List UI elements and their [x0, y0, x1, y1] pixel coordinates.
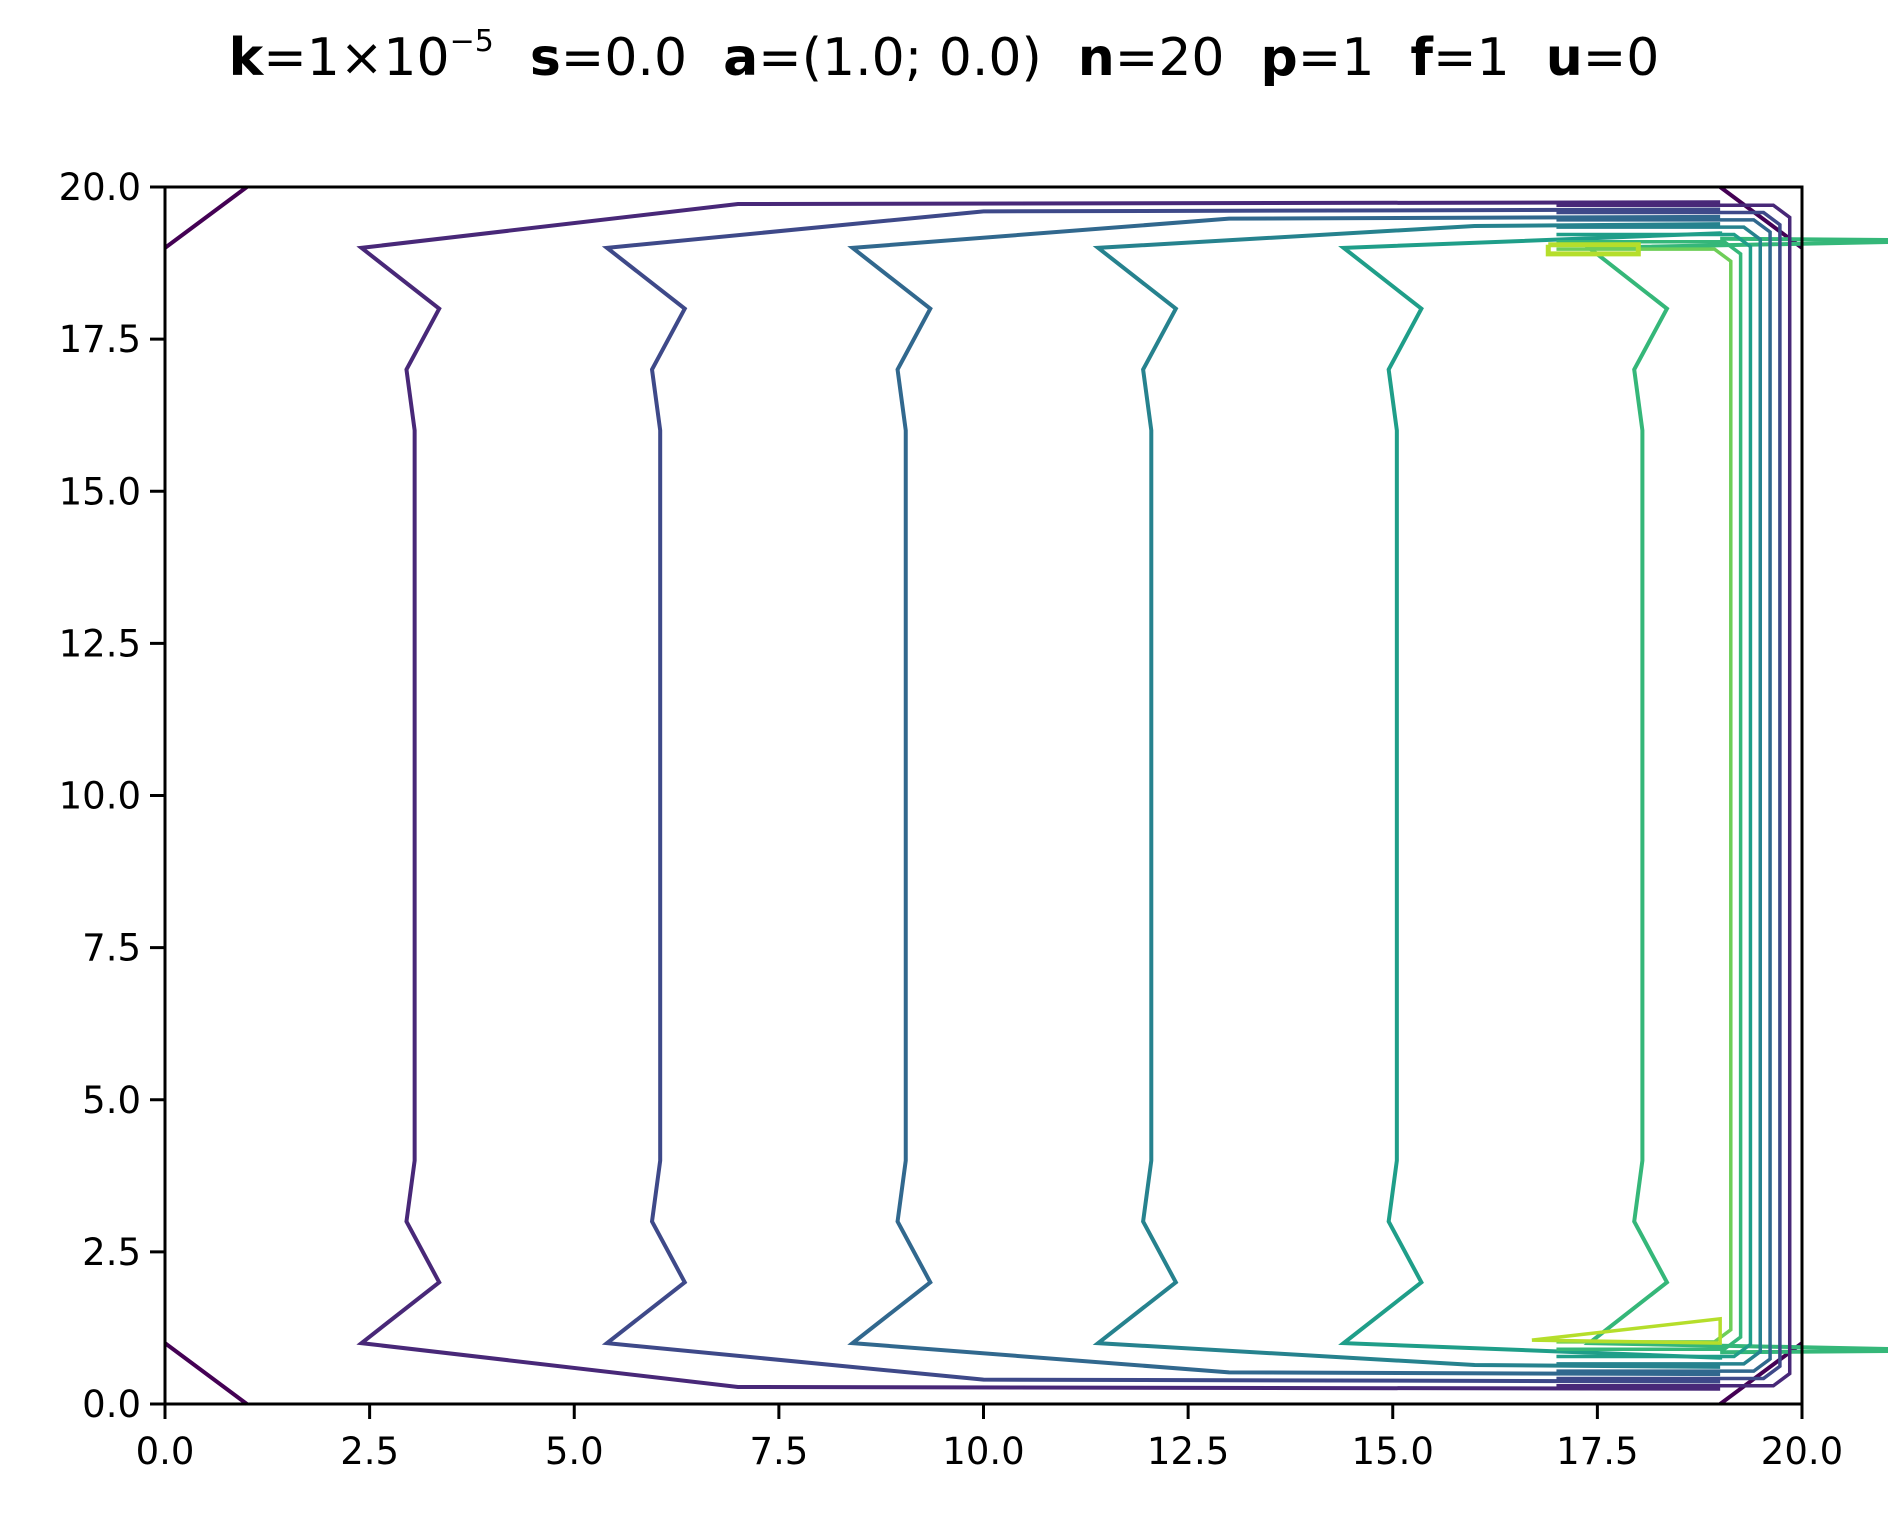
contour-line: [163, 1341, 249, 1406]
title-param-p: p=1: [1261, 28, 1375, 88]
contour-line: [1556, 210, 1782, 1381]
contour-line: [601, 207, 1721, 1384]
x-tick-label: 5.0: [545, 1430, 604, 1473]
y-tick-label: 15.0: [59, 470, 141, 513]
contour-line: [847, 214, 1721, 1377]
param-name: k: [228, 28, 264, 88]
y-tick-label: 17.5: [59, 318, 141, 361]
title-param-a: a=(1.0; 0.0): [723, 28, 1042, 88]
contour-line: [1531, 1316, 1722, 1345]
x-tick-label: 2.5: [340, 1430, 399, 1473]
contour-line: [1556, 225, 1763, 1366]
param-name: n: [1077, 28, 1115, 88]
title-param-u: u=0: [1546, 28, 1660, 88]
param-value: =0.0: [560, 28, 688, 88]
contour-line: [1556, 232, 1753, 1359]
param-value: =(1.0; 0.0): [758, 28, 1042, 88]
param-value: =20: [1114, 28, 1225, 88]
contour-line: [1556, 240, 1743, 1351]
y-tick-label: 0.0: [82, 1383, 141, 1426]
y-tick-label: 12.5: [59, 622, 141, 665]
chart-title: k=1×10−5 s=0.0 a=(1.0; 0.0) n=20 p=1 f=1 u=0: [0, 24, 1888, 88]
x-tick-label: 20.0: [1761, 1430, 1843, 1473]
title-param-f: f=1: [1410, 28, 1509, 88]
param-value: =1: [1433, 28, 1510, 88]
param-name: p: [1260, 28, 1298, 88]
contour-line: [1583, 236, 1888, 1355]
param-value: =1: [1297, 28, 1375, 88]
contour-line: [1545, 242, 1641, 257]
param-name: f: [1410, 28, 1434, 88]
y-axis: 0.0 2.5 5.0 7.5 10.0 12.5 15.0 17.5 20.0: [59, 166, 165, 1426]
param-name: a: [723, 28, 759, 88]
plot-frame: [163, 185, 1804, 1406]
title-param-s: s=0.0: [530, 28, 687, 88]
x-tick-label: 10.0: [942, 1430, 1024, 1473]
x-tick-label: 17.5: [1556, 1430, 1638, 1473]
x-tick-label: 7.5: [749, 1430, 808, 1473]
y-tick-label: 10.0: [59, 775, 141, 818]
contour-line: [1556, 203, 1792, 1388]
title-param-k: k=1×10−5: [228, 24, 494, 88]
contour-lines: [163, 185, 1888, 1406]
contour-line: [1556, 218, 1772, 1373]
contour-line: [1338, 231, 1723, 1360]
param-value: =0: [1582, 28, 1660, 88]
contour-line: [1092, 222, 1721, 1369]
title-param-n: n=20: [1078, 28, 1225, 88]
param-value: =1×10: [263, 28, 450, 88]
x-tick-label: 0.0: [136, 1430, 195, 1473]
x-axis: 0.0 2.5 5.0 7.5 10.0 12.5 15.0 17.5 20.0: [136, 1404, 1843, 1473]
y-tick-label: 7.5: [82, 927, 141, 970]
y-tick-label: 2.5: [82, 1231, 141, 1274]
param-exponent: −5: [449, 23, 494, 59]
y-tick-label: 20.0: [59, 166, 141, 209]
y-tick-label: 5.0: [82, 1079, 141, 1122]
contour-line: [356, 200, 1721, 1391]
x-tick-label: 12.5: [1147, 1430, 1229, 1473]
param-name: u: [1545, 28, 1583, 88]
contour-line: [163, 185, 249, 250]
x-tick-label: 15.0: [1352, 1430, 1434, 1473]
param-name: s: [529, 28, 561, 88]
